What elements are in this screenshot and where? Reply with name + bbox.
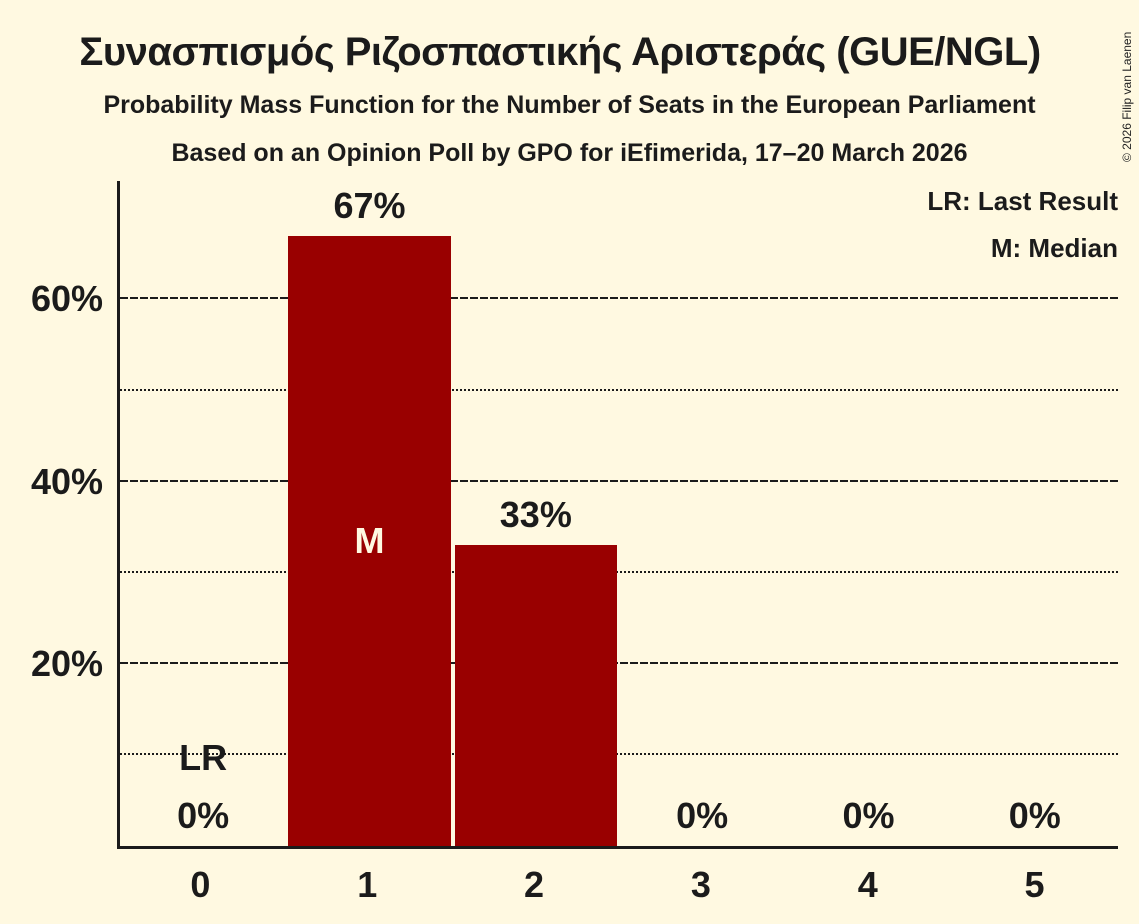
median-marker: M	[354, 519, 385, 561]
bar-value-label-5: 0%	[1008, 795, 1061, 836]
bar-column-5: 0%	[952, 181, 1118, 846]
chart-subtitle: Probability Mass Function for the Number…	[103, 91, 1036, 119]
gridline-50pct	[120, 388, 1118, 391]
gridline-20pct	[120, 661, 1118, 664]
chart-legend: LR: Last Result M: Median	[927, 178, 1118, 272]
x-tick-0: 0	[190, 864, 211, 905]
x-tick-3: 3	[690, 864, 711, 905]
y-axis-tick-20: 20%	[30, 642, 103, 684]
bar-column-4: 0%	[785, 181, 951, 846]
bar-seats-1: M	[288, 235, 451, 846]
bar-seats-2	[454, 545, 617, 846]
x-tick-1: 1	[357, 864, 378, 905]
gridline-10pct	[120, 752, 1118, 755]
gridline-30pct	[120, 570, 1118, 573]
plot-area: 20% 40% 60% LR 0% M 67% 33% 0%	[31, 181, 1118, 849]
y-axis-tick-60: 60%	[30, 278, 103, 320]
bar-value-label-1: 67%	[333, 184, 406, 226]
bar-column-1: M 67%	[286, 181, 452, 846]
bar-value-label-2: 33%	[499, 494, 572, 536]
x-tick-5: 5	[1024, 864, 1045, 905]
legend-item-last-result: LR: Last Result	[927, 186, 1118, 216]
y-axis-tick-40: 40%	[30, 460, 103, 502]
bar-column-3: 0%	[619, 181, 785, 846]
x-tick-2: 2	[524, 864, 545, 905]
bar-column-2: 33%	[453, 181, 619, 846]
last-result-marker: LR	[179, 737, 228, 778]
bar-column-0: LR 0%	[120, 181, 286, 846]
chart-title: Συνασπισμός Ριζοσπαστικής Αριστεράς (GUE…	[79, 30, 1041, 74]
bar-value-label-3: 0%	[676, 795, 729, 836]
chart-source-line: Based on an Opinion Poll by GPO for iEfi…	[171, 139, 968, 167]
bar-value-label-0: 0%	[177, 795, 230, 836]
x-axis-labels: 0 1 2 3 4 5	[117, 849, 1118, 921]
bar-columns: LR 0% M 67% 33% 0% 0%	[120, 181, 1118, 846]
legend-item-median: M: Median	[990, 233, 1118, 263]
bar-value-label-4: 0%	[842, 795, 895, 836]
gridline-60pct	[120, 297, 1118, 300]
gridline-40pct	[120, 479, 1118, 482]
x-tick-4: 4	[857, 864, 878, 905]
